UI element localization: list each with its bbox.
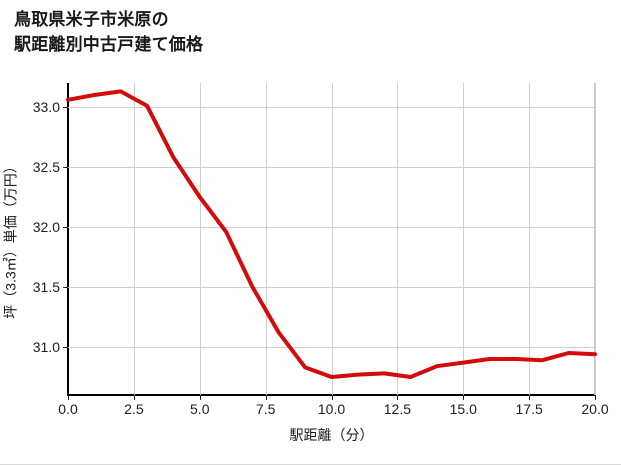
x-tick-label: 2.5 (124, 401, 144, 417)
x-tick-mark (397, 395, 399, 400)
x-tick-label: 17.5 (515, 401, 543, 417)
y-tick-mark (63, 107, 68, 108)
gridline-vertical (133, 83, 135, 395)
gridline-vertical (529, 83, 531, 395)
y-tick-label: 32.5 (32, 159, 60, 175)
x-tick-mark (68, 395, 69, 400)
gridline-vertical (199, 83, 201, 395)
page-title: 鳥取県米子市米原の 駅距離別中古戸建て価格 (14, 10, 204, 54)
gridline-vertical (463, 83, 465, 395)
x-tick-mark (529, 395, 531, 400)
y-axis-title-text: 坪（3.3㎡）単価（万円） (3, 159, 19, 319)
y-tick-mark (63, 287, 68, 288)
x-tick-mark (595, 395, 596, 400)
y-tick-mark (63, 227, 68, 228)
x-tick-mark (265, 395, 267, 400)
x-tick-mark (331, 395, 333, 400)
y-axis-spine (67, 83, 69, 396)
right-spine (594, 83, 595, 395)
x-tick-label: 12.5 (383, 401, 411, 417)
y-tick-label: 32.0 (32, 219, 60, 235)
y-axis-title: 坪（3.3㎡）単価（万円） (0, 83, 22, 395)
gridline-vertical (397, 83, 399, 395)
y-tick-label: 33.0 (32, 99, 60, 115)
y-tick-label: 31.0 (32, 339, 60, 355)
x-tick-label: 15.0 (449, 401, 477, 417)
x-tick-label: 20.0 (581, 401, 609, 417)
x-tick-mark (463, 395, 465, 400)
y-tick-label: 31.5 (32, 279, 60, 295)
y-tick-mark (63, 167, 68, 168)
gridline-vertical (331, 83, 333, 395)
line-series (66, 89, 597, 379)
x-tick-mark (133, 395, 135, 400)
x-tick-label: 10.0 (317, 401, 346, 417)
x-tick-label: 0.0 (58, 401, 78, 417)
x-axis-title: 駅距離（分） (289, 427, 374, 443)
y-tick-mark (63, 347, 68, 348)
plot-area: 31.0 31.5 32.0 32.5 33.0 0.0 2.5 5.0 7.5 10.0 12.… (33, 83, 609, 417)
x-tick-mark (199, 395, 201, 400)
x-tick-label: 5.0 (190, 401, 210, 417)
gridline-vertical (265, 83, 267, 395)
gridline-vertical (595, 83, 596, 395)
x-axis-spine (67, 394, 595, 396)
x-tick-label: 7.5 (255, 401, 276, 417)
series-polyline (66, 89, 597, 379)
